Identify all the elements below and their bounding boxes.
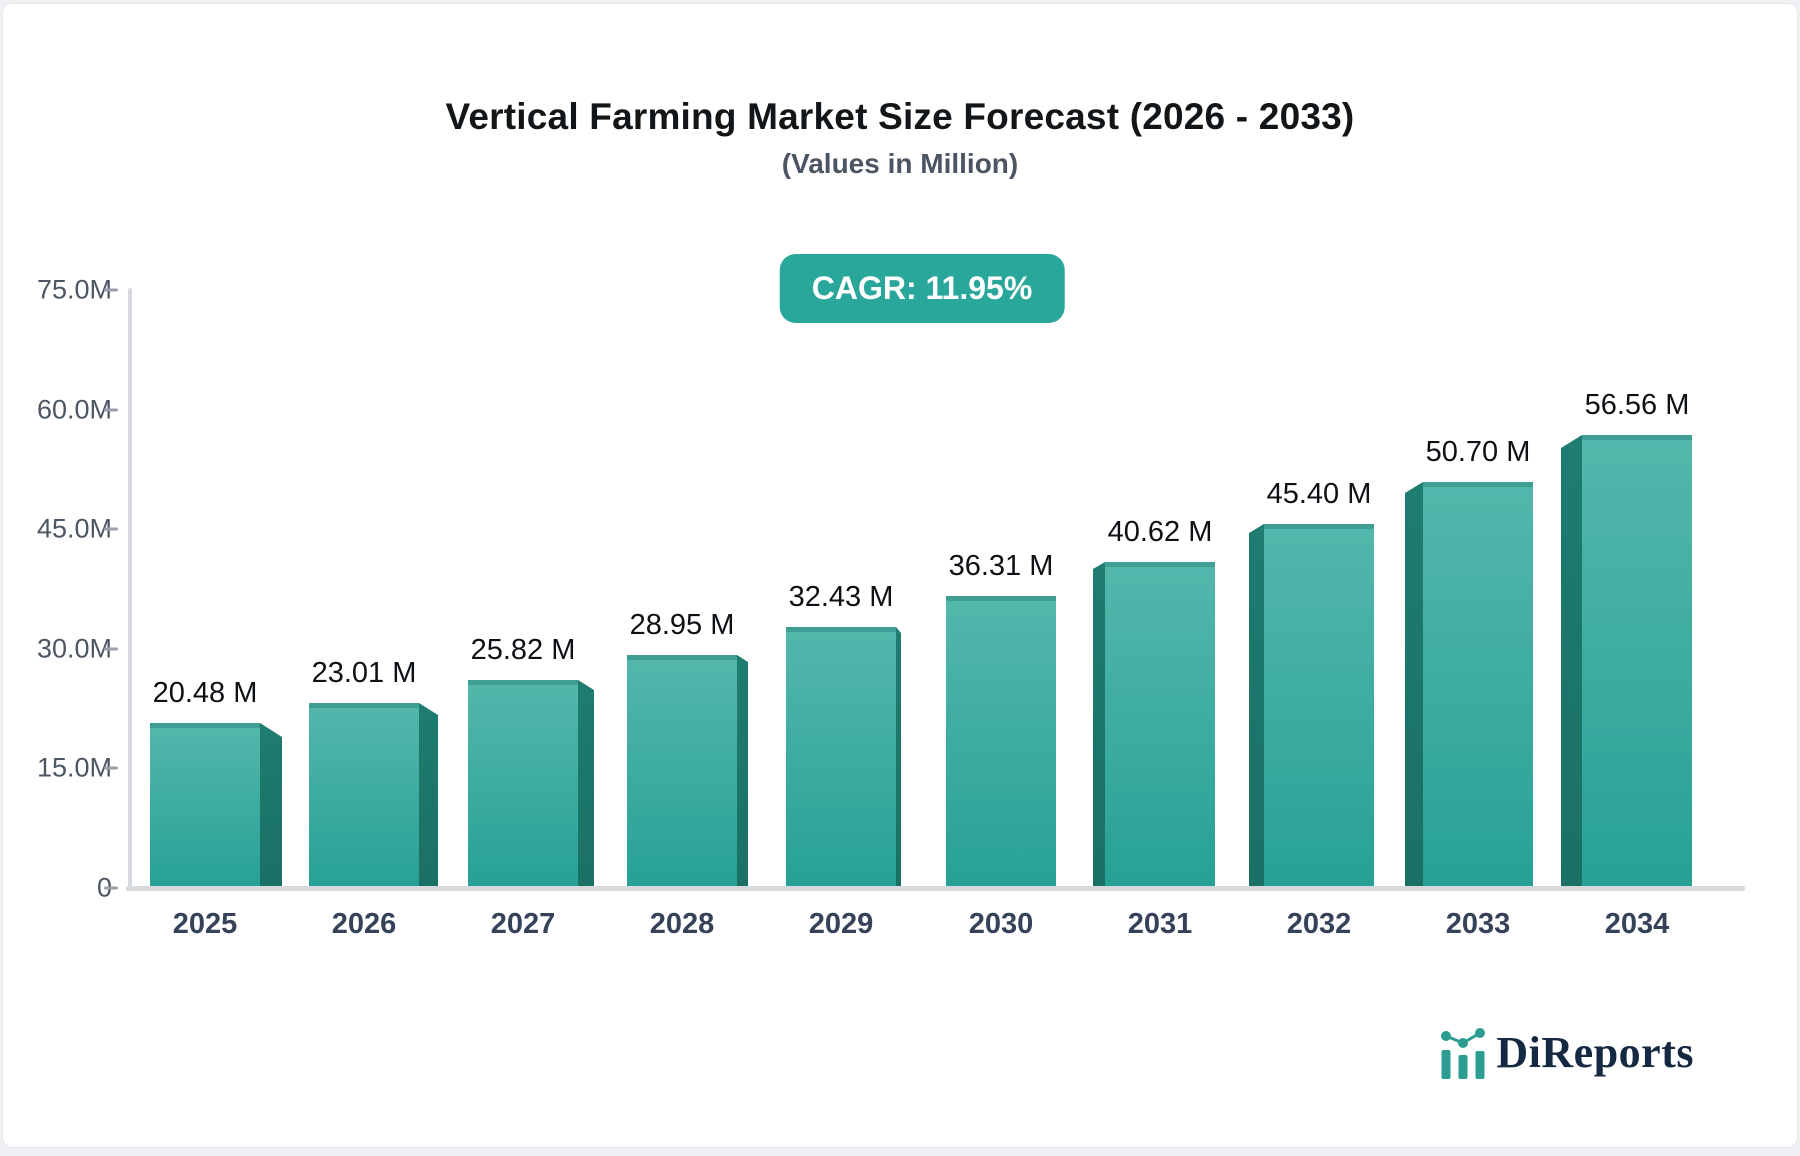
bar-value-label: 56.56 M: [1584, 389, 1690, 421]
y-axis-tick-label: 0: [16, 873, 112, 904]
bar-top-edge: [1423, 482, 1533, 487]
y-axis-tick-label: 75.0M: [36, 274, 112, 305]
bar-value-label: 20.48 M: [152, 677, 258, 709]
bar-value-label: 36.31 M: [948, 550, 1054, 582]
bar-3d-side: [260, 723, 282, 886]
bar-2028: [627, 655, 737, 886]
bar-value-label: 25.82 M: [470, 634, 576, 666]
x-axis-year-label: 2030: [968, 908, 1034, 940]
y-axis-tick-label: 45.0M: [36, 513, 112, 544]
bar-top-edge: [468, 680, 578, 685]
mini-bar-chart-logo-icon: [1441, 1028, 1486, 1079]
y-axis-tick-label: 30.0M: [36, 633, 112, 664]
x-axis-year-label: 2027: [490, 908, 556, 940]
chart-subtitle: (Values in Million): [781, 148, 1019, 179]
bar-3d-side: [1405, 482, 1423, 886]
bar-2033: [1423, 482, 1533, 886]
y-axis-tick-label: 15.0M: [36, 752, 112, 783]
bar-3d-side: [578, 680, 594, 886]
x-axis-line: [126, 886, 1745, 891]
bar-top-edge: [627, 655, 737, 660]
x-axis-year-label: 2029: [808, 908, 874, 940]
bar-top-edge: [150, 723, 260, 728]
cagr-badge: CAGR: 11.95%: [779, 254, 1065, 323]
x-axis-year-label: 2028: [649, 908, 715, 940]
direports-logo[interactable]: DiReports: [1440, 1024, 1694, 1080]
bar-2026: [309, 703, 419, 886]
y-axis-line: [128, 288, 132, 890]
bar-2027: [468, 680, 578, 886]
bar-top-edge: [1264, 524, 1374, 529]
bar-value-label: 40.62 M: [1107, 516, 1213, 548]
x-axis-year-label: 2031: [1127, 908, 1193, 940]
bar-2030: [946, 596, 1056, 886]
x-axis-year-label: 2033: [1445, 908, 1511, 940]
x-axis-year-label: 2034: [1604, 908, 1670, 940]
bar-top-edge: [946, 596, 1056, 601]
bar-top-edge: [1582, 435, 1692, 440]
bar-3d-side: [737, 655, 748, 886]
bar-2034: [1582, 435, 1692, 886]
bar-3d-side: [896, 627, 901, 886]
bar-3d-side: [1561, 435, 1582, 886]
y-axis-tick-mark: [104, 527, 118, 531]
y-axis-tick-mark: [104, 766, 118, 770]
bar-top-edge: [786, 627, 896, 632]
bar-2029: [786, 627, 896, 886]
bar-value-label: 28.95 M: [629, 609, 735, 641]
x-axis-year-label: 2025: [172, 908, 238, 940]
bar-2025: [150, 723, 260, 886]
bar-2031: [1105, 562, 1215, 886]
y-axis-tick-label: 60.0M: [36, 394, 112, 425]
bar-value-label: 45.40 M: [1266, 478, 1372, 510]
bar-3d-side: [1249, 524, 1264, 886]
x-axis-year-label: 2032: [1286, 908, 1352, 940]
bar-3d-side: [419, 703, 438, 886]
y-axis-tick-mark: [104, 288, 118, 292]
bar-2032: [1264, 524, 1374, 886]
y-axis-tick-mark: [104, 647, 118, 651]
bar-top-edge: [309, 703, 419, 708]
y-axis-tick-mark: [104, 408, 118, 412]
logo-text: DiReports: [1496, 1027, 1694, 1077]
bar-top-edge: [1105, 562, 1215, 567]
y-axis-tick-mark: [104, 886, 118, 890]
chart-title: Vertical Farming Market Size Forecast (2…: [445, 96, 1355, 137]
x-axis-year-label: 2026: [331, 908, 397, 940]
bar-3d-side: [1093, 562, 1105, 886]
bar-value-label: 50.70 M: [1425, 436, 1531, 468]
bar-value-label: 32.43 M: [788, 581, 894, 613]
bar-value-label: 23.01 M: [311, 657, 417, 689]
